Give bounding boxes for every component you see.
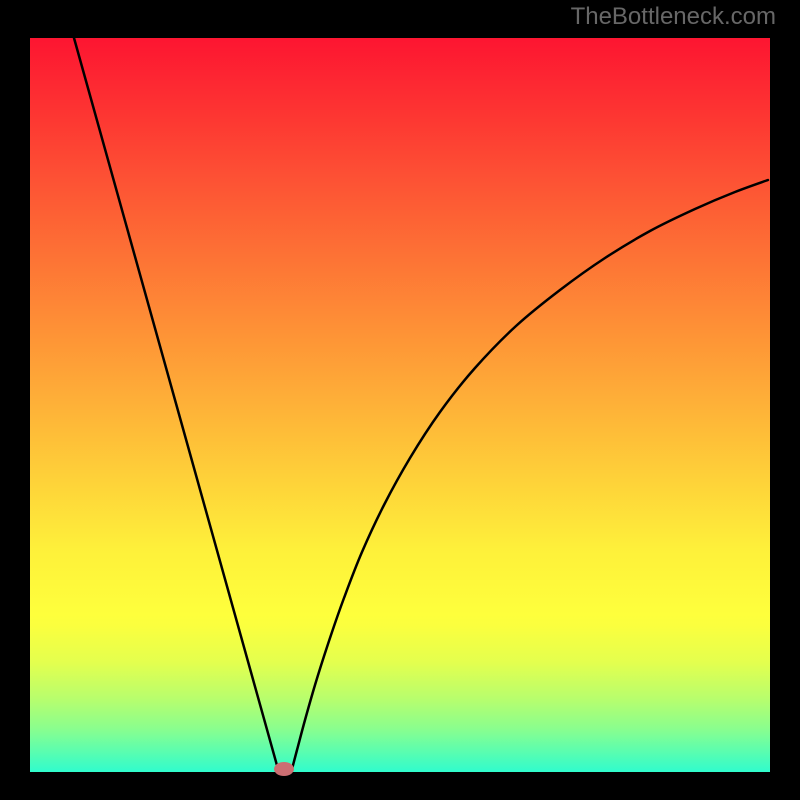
bottleneck-curve <box>0 0 800 800</box>
minimum-marker <box>274 762 294 776</box>
watermark-text: TheBottleneck.com <box>571 3 776 31</box>
chart-stage: TheBottleneck.com <box>0 0 800 800</box>
